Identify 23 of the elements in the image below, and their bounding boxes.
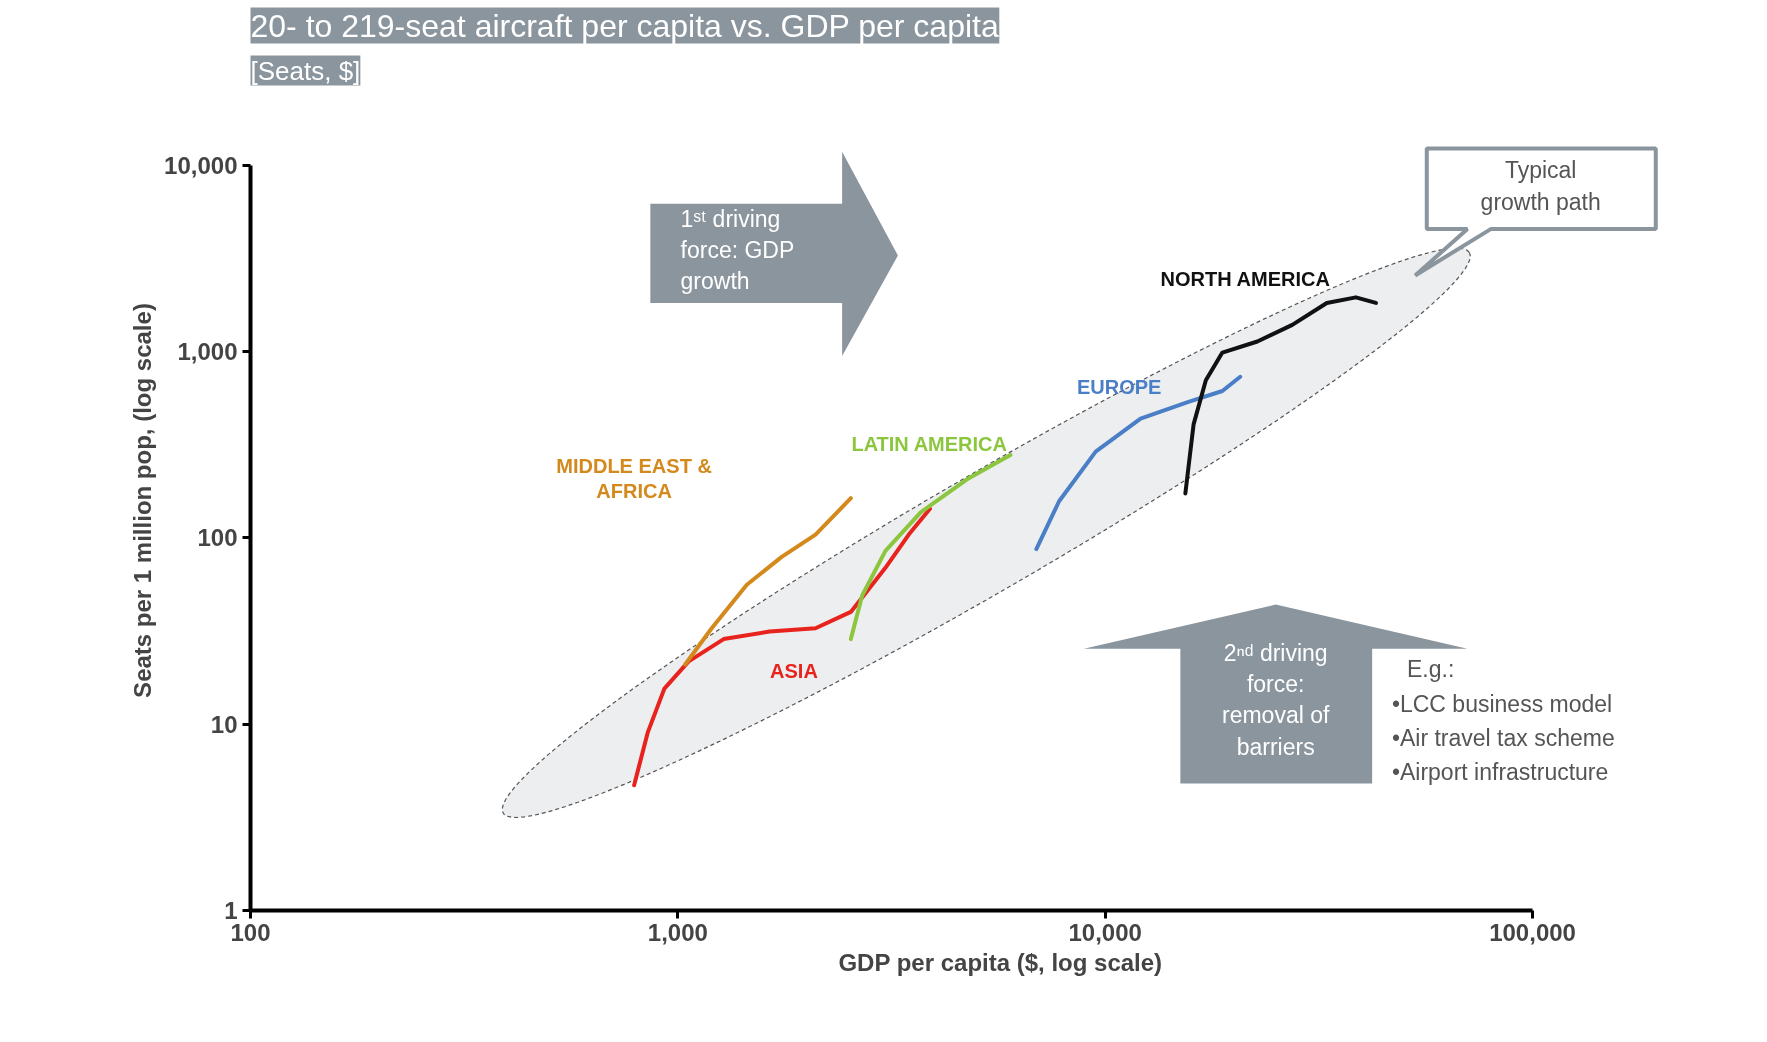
y-tick-label: 10 — [210, 710, 238, 738]
y-tick-label: 10,000 — [164, 151, 238, 179]
annotation: 1ˢᵗ driving force: GDP growth — [680, 205, 795, 295]
x-tick-label: 10,000 — [1068, 918, 1142, 946]
x-axis-title: GDP per capita ($, log scale) — [838, 948, 1163, 976]
annotation: •Airport infrastructure — [1391, 759, 1609, 786]
annotation: 2ⁿᵈ driving force: removal of barriers — [1221, 639, 1330, 760]
annotation: E.g.: — [1407, 656, 1455, 683]
y-axis-title: Seats per 1 million pop, (log scale) — [129, 303, 157, 698]
y-tick-label: 100 — [197, 524, 238, 552]
chart-subtitle: [Seats, $] — [250, 55, 361, 86]
series-label: NORTH AMERICA — [1160, 267, 1330, 290]
chart-title: 20- to 219-seat aircraft per capita vs. GDP per capita — [250, 7, 999, 44]
text: MIDDLE EAST & AFRICA — [556, 455, 712, 502]
x-tick-label: 100,000 — [1489, 918, 1576, 946]
annotation: •LCC business model — [1391, 690, 1613, 717]
series-label: ASIA — [770, 659, 818, 682]
series-label: EUROPE — [1076, 375, 1162, 398]
annotation: Typical growth path — [1480, 157, 1601, 215]
y-tick-label: 1,000 — [177, 337, 238, 365]
x-tick-label: 1,000 — [647, 918, 708, 946]
series-label: LATIN AMERICA — [851, 433, 1007, 456]
annotation: •Air travel tax scheme — [1391, 724, 1615, 751]
